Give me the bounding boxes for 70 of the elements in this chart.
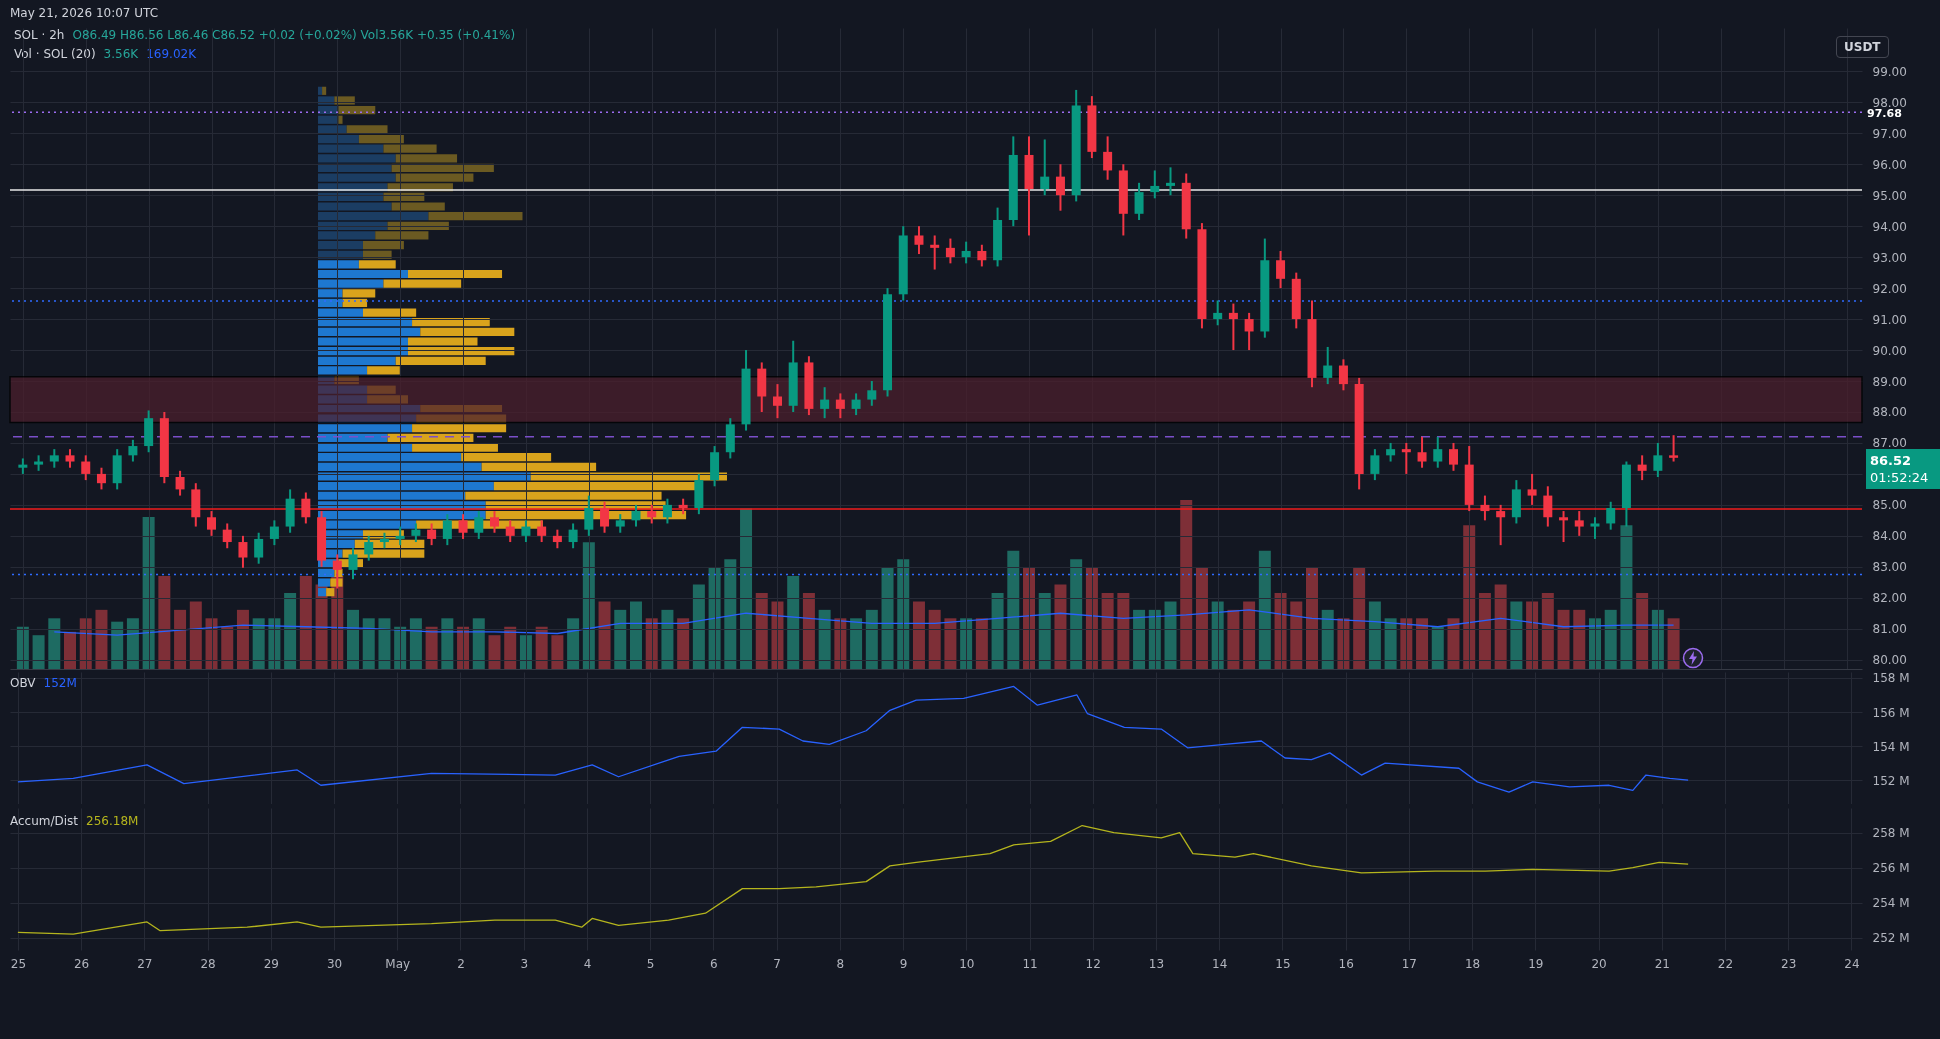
x-tick-label: 20 [1591, 956, 1607, 971]
y-tick-label: 94.00 [1872, 219, 1907, 234]
y-tick-label: 99.00 [1872, 64, 1907, 79]
annotation: 3.56K [103, 47, 139, 61]
y-tick-label: 80.00 [1872, 653, 1907, 668]
ref-line-label: 97.68 [1867, 107, 1902, 121]
x-tick-label: 21 [1654, 956, 1670, 971]
text: 86.52 [1870, 452, 1913, 469]
x-tick-label: 11 [1022, 956, 1038, 971]
y-tick-label: 92.00 [1872, 281, 1907, 296]
x-tick-label: May [385, 956, 411, 971]
x-tick-label: 2 [457, 956, 465, 971]
y-tick-label: 95.00 [1872, 188, 1907, 203]
x-tick-label: 4 [583, 956, 592, 971]
x-tick-label: 18 [1464, 956, 1481, 971]
y-tick-label: 88.00 [1872, 405, 1907, 420]
y-tick-label: 84.00 [1872, 529, 1907, 544]
x-tick-label: 24 [1844, 956, 1860, 971]
y-tick-label: 81.00 [1872, 622, 1907, 637]
annotation: 256.18M [86, 814, 139, 828]
x-tick-label: 26 [73, 956, 90, 971]
chart-subtitle: O86.49 H86.56 L86.46 C86.52 +0.02 (+0.02%) Vol3.56K +0.35 (+0.41%) [72, 28, 516, 42]
x-tick-label: 19 [1528, 956, 1544, 971]
y-tick-label: 90.00 [1872, 343, 1907, 358]
x-tick-label: 10 [959, 956, 975, 971]
y-tick-label: 158 M [1872, 671, 1910, 686]
x-tick-label: 8 [836, 956, 845, 971]
chart-title: OBV [10, 676, 36, 690]
x-tick-label: 28 [200, 956, 216, 971]
x-tick-label: 14 [1212, 956, 1228, 971]
chart-title: SOL · 2h [14, 28, 65, 42]
y-tick-label: 156 M [1872, 705, 1910, 720]
y-tick-label: 82.00 [1872, 591, 1907, 606]
text: May 21, 2026 10:07 UTC [10, 6, 159, 20]
annotation: 152M [43, 676, 77, 690]
x-tick-label: 16 [1338, 956, 1354, 971]
annotation: 169.02K [146, 47, 197, 61]
x-tick-label: 9 [899, 956, 908, 971]
x-tick-label: 15 [1275, 956, 1291, 971]
chart-title: Accum/Dist [10, 814, 79, 828]
x-tick-label: 5 [646, 956, 655, 971]
y-tick-label: 91.00 [1872, 312, 1907, 327]
y-tick-label: 152 M [1872, 773, 1910, 788]
text: 01:52:24 [1870, 469, 1930, 486]
y-tick-label: 256 M [1872, 861, 1910, 876]
x-tick-label: 29 [263, 956, 279, 971]
x-tick-label: 25 [10, 956, 27, 971]
y-tick-label: 87.00 [1872, 436, 1907, 451]
y-tick-label: 89.00 [1872, 374, 1907, 389]
x-tick-label: 13 [1148, 956, 1165, 971]
y-tick-label: 96.00 [1872, 157, 1907, 172]
y-tick-label: 252 M [1872, 931, 1910, 946]
y-tick-label: 83.00 [1872, 560, 1907, 575]
y-tick-label: 154 M [1872, 739, 1910, 754]
x-tick-label: 6 [710, 956, 718, 971]
y-tick-label: 254 M [1872, 896, 1910, 911]
x-tick-label: 3 [520, 956, 529, 971]
y-tick-label: 93.00 [1872, 250, 1907, 265]
annotation: USDT [1836, 36, 1889, 58]
x-tick-label: 12 [1085, 956, 1101, 971]
x-tick-label: 27 [137, 956, 153, 971]
y-tick-label: 258 M [1872, 826, 1910, 841]
x-tick-label: 17 [1401, 956, 1418, 971]
y-tick-label: 85.00 [1872, 498, 1907, 513]
y-tick-label: 98.00 [1872, 95, 1907, 110]
x-tick-label: 22 [1717, 956, 1734, 971]
x-tick-label: 30 [326, 956, 343, 971]
x-tick-label: 23 [1781, 956, 1797, 971]
x-tick-label: 7 [773, 956, 781, 971]
y-tick-label: 97.00 [1872, 126, 1907, 141]
